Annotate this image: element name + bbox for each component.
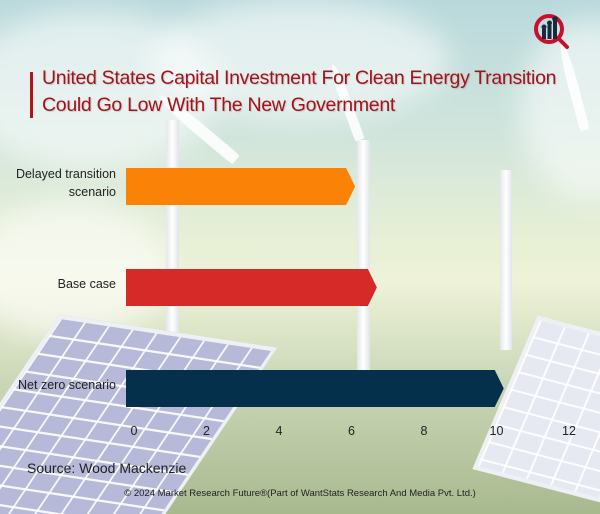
x-tick-label: 10 [489, 424, 504, 438]
x-tick-label: 2 [203, 424, 210, 438]
chart-title-line-2: Could Go Low With The New Government [42, 94, 395, 116]
x-tick-label: 4 [275, 424, 283, 438]
category-label-base-case: Base case [58, 275, 116, 293]
wind-turbine-pole [500, 170, 512, 350]
category-label-delayed-transition: Delayed transition scenario [16, 165, 116, 201]
source-note: Source: Wood Mackenzie [27, 460, 187, 476]
wind-turbine-pole [357, 140, 370, 370]
x-tick-label: 12 [562, 424, 576, 438]
category-label-line: Delayed transition [15, 167, 116, 181]
chart-title-line-1: United States Capital Investment For Cle… [42, 67, 557, 89]
category-label-line: Net zero scenario [18, 378, 116, 392]
x-tick-label: 8 [420, 424, 428, 438]
market-research-future-logo-icon [534, 14, 569, 49]
title-accent-bar [30, 72, 33, 118]
copyright-notice: © 2024 Market Research Future®(Part of W… [124, 488, 476, 499]
bar-net-zero-scenario [126, 370, 504, 407]
category-label-line: scenario [68, 185, 116, 199]
chart-title: United States Capital Investment For Cle… [42, 65, 582, 119]
x-tick-label: 0 [130, 424, 138, 438]
bar-delayed-transition-scenario [126, 168, 356, 205]
category-label-line: Base case [57, 277, 116, 291]
bar-base-case [126, 269, 377, 306]
x-tick-label: 6 [348, 424, 355, 438]
category-label-net-zero: Net zero scenario [18, 376, 116, 394]
cloud [150, 0, 450, 120]
